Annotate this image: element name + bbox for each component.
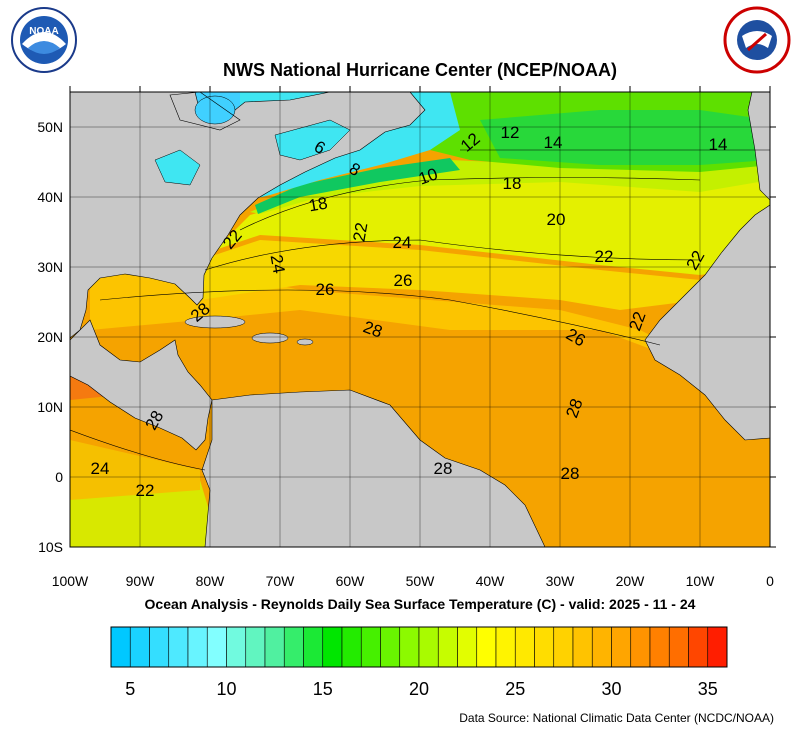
colorbar-cell (591, 626, 612, 668)
colorbar-cell (649, 626, 670, 668)
lon-label: 90W (126, 573, 156, 589)
lat-label: 10N (37, 399, 63, 415)
colorbar-cell (553, 626, 574, 668)
lon-label: 40W (476, 573, 506, 589)
lat-label: 30N (37, 259, 63, 275)
contour-label: 18 (503, 174, 522, 193)
colorbar-cell (322, 626, 343, 668)
contour-label: 24 (393, 233, 412, 252)
colorbar-frame (110, 626, 728, 668)
colorbar-cell (303, 626, 324, 668)
colorbar-cell (129, 626, 150, 668)
contour-label: 20 (547, 210, 566, 229)
colorbar-cell (149, 626, 170, 668)
logo-text: NOAA (29, 26, 58, 37)
contour-label: 26 (394, 271, 413, 290)
colorbar-cell (341, 626, 362, 668)
lat-label: 10S (38, 539, 63, 555)
title: NWS National Hurricane Center (NCEP/NOAA… (223, 60, 617, 80)
lon-label: 30W (546, 573, 576, 589)
lat-label: 40N (37, 189, 63, 205)
colorbar-label: 20 (409, 679, 429, 699)
lon-label: 50W (406, 573, 436, 589)
colorbar-cell (226, 626, 247, 668)
data-source: Data Source: National Climatic Data Cent… (459, 711, 774, 725)
colorbar: 5 10 15 20 25 30 35 (110, 626, 728, 699)
colorbar-cell (707, 626, 728, 668)
contour-label: 24 (91, 459, 110, 478)
lon-label: 20W (616, 573, 646, 589)
colorbar-cell (437, 626, 458, 668)
lon-label: 100W (52, 573, 89, 589)
contour-label: 24 (267, 253, 289, 275)
noaa-logo: NOAA (11, 7, 77, 73)
lon-label: 60W (336, 573, 366, 589)
colorbar-cell (688, 626, 709, 668)
colorbar-cell (206, 626, 227, 668)
contour-label: 28 (434, 459, 453, 478)
colorbar-cell (187, 626, 208, 668)
lat-label: 0 (55, 469, 63, 485)
colorbar-label: 15 (313, 679, 333, 699)
map-frame (69, 91, 771, 548)
colorbar-cell (360, 626, 381, 668)
colorbar-cell (495, 626, 516, 668)
caption: Ocean Analysis - Reynolds Daily Sea Surf… (145, 596, 696, 612)
contour-label: 22 (595, 247, 614, 266)
colorbar-cell (283, 626, 304, 668)
colorbar-cell (572, 626, 593, 668)
colorbar-cell (534, 626, 555, 668)
colorbar-cell (380, 626, 401, 668)
graticule: 50N 40N 30N 20N 10N 0 10S 100W 90W 80W 70W 60W 50W 40… (37, 86, 776, 589)
colorbar-label: 10 (216, 679, 236, 699)
colorbar-cell (476, 626, 497, 668)
lat-label: 50N (37, 119, 63, 135)
colorbar-label: 5 (125, 679, 135, 699)
contour-label: 26 (316, 280, 335, 299)
lon-label: 80W (196, 573, 226, 589)
colorbar-cell (668, 626, 689, 668)
nws-logo (723, 6, 791, 74)
contour-label: 18 (307, 193, 329, 215)
colorbar-cell (245, 626, 266, 668)
contour-label: 22 (349, 221, 371, 243)
lon-label: 70W (266, 573, 296, 589)
colorbar-cell (418, 626, 439, 668)
contour-label: 22 (136, 481, 155, 500)
colorbar-label: 30 (601, 679, 621, 699)
colorbar-cell (110, 626, 131, 668)
colorbar-label: 35 (698, 679, 718, 699)
colorbar-cell (399, 626, 420, 668)
colorbar-cell (264, 626, 285, 668)
colorbar-label: 25 (505, 679, 525, 699)
contour-label: 14 (709, 135, 728, 154)
contour-label: 12 (501, 123, 520, 142)
lat-label: 20N (37, 329, 63, 345)
lon-label: 10W (686, 573, 716, 589)
colorbar-cell (630, 626, 651, 668)
colorbar-cell (168, 626, 189, 668)
colorbar-cell (457, 626, 478, 668)
lon-label: 0 (766, 573, 774, 589)
colorbar-cell (611, 626, 632, 668)
contour-label: 14 (544, 133, 563, 152)
contour-label: 28 (561, 464, 580, 483)
colorbar-cell (514, 626, 535, 668)
map (70, 92, 770, 547)
